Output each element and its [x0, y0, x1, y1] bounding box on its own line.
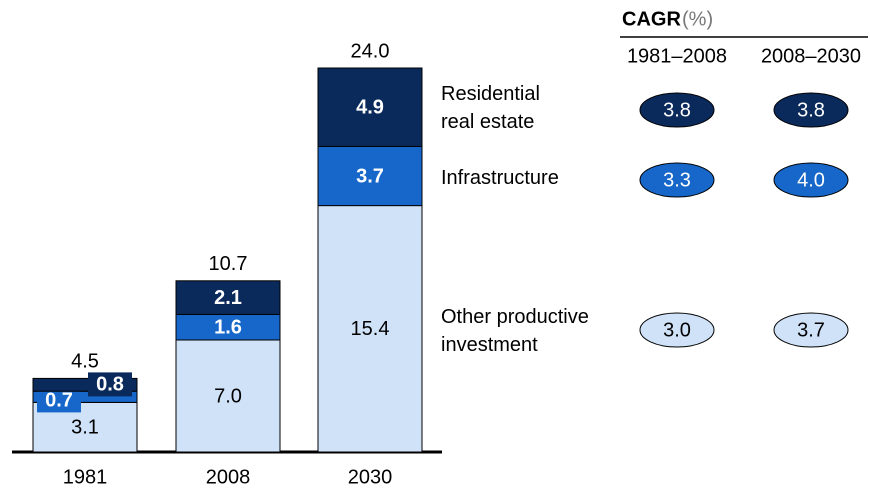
cagr-value: 3.8: [797, 99, 825, 121]
segment-label: 2.1: [214, 287, 242, 309]
cagr-value: 3.8: [663, 99, 691, 121]
legend-label: Other productive investment: [441, 306, 589, 356]
bar-segment: [175, 339, 281, 453]
x-tick-label: 1981: [63, 466, 108, 488]
segment-label: 15.4: [351, 318, 390, 340]
cagr-oval: [639, 92, 715, 128]
bar-segment: [317, 67, 423, 147]
legend-label: Residential real estate: [441, 83, 540, 133]
bar-segment: [317, 145, 423, 207]
cagr-column: 1981–2008: [627, 45, 727, 67]
legend-label: Infrastructure: [441, 167, 559, 189]
segment-label: 1.6: [214, 316, 242, 338]
cagr-value: 4.0: [797, 169, 825, 191]
cagr-value: 3.0: [663, 319, 691, 341]
cagr-title: CAGR: [622, 8, 681, 30]
cagr-oval: [773, 312, 849, 348]
segment-label: 0.8: [96, 374, 124, 396]
cagr-oval: [773, 92, 849, 128]
bar-segment: [175, 313, 281, 341]
bar-segment: [317, 205, 423, 453]
label-box: [37, 388, 81, 413]
cagr-column: 2008–2030: [761, 45, 861, 67]
cagr-oval: [639, 162, 715, 198]
total-label: 4.5: [71, 351, 99, 373]
cagr-oval: [639, 312, 715, 348]
segment-label: 3.7: [356, 165, 384, 187]
label-box: [88, 372, 132, 397]
cagr-value: 3.7: [797, 319, 825, 341]
cagr-unit: (%): [682, 8, 713, 30]
bar-segment: [175, 280, 281, 315]
x-tick-label: 2030: [348, 466, 393, 488]
segment-label: 7.0: [214, 385, 242, 407]
total-label: 24.0: [351, 40, 390, 62]
x-tick-label: 2008: [206, 466, 251, 488]
segment-label: 3.1: [71, 416, 99, 438]
total-label: 10.7: [209, 253, 248, 275]
cagr-oval: [773, 162, 849, 198]
cagr-value: 3.3: [663, 169, 691, 191]
segment-label: 0.7: [45, 390, 73, 412]
segment-label: 4.9: [356, 96, 384, 118]
